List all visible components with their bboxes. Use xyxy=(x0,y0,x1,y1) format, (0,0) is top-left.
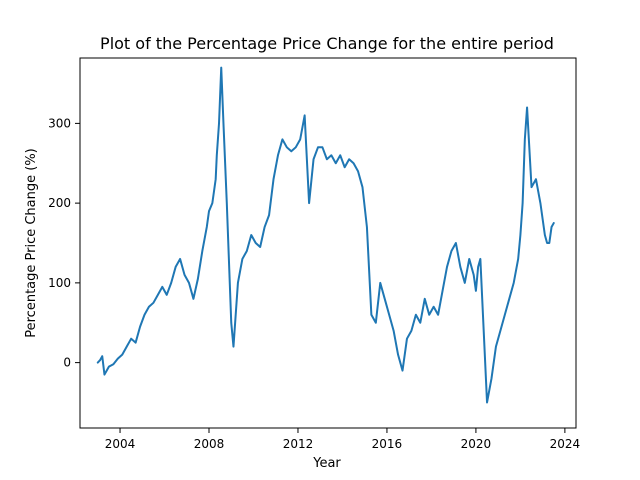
x-axis-ticks: 2004 2008 2012 2016 2020 2024 xyxy=(105,428,580,451)
y-tick-label: 100 xyxy=(48,276,71,290)
series-layer xyxy=(96,66,555,404)
y-tick-label: 0 xyxy=(63,356,71,370)
x-tick-label: 2016 xyxy=(372,437,403,451)
y-axis-label: Percentage Price Change (%) xyxy=(24,148,39,338)
x-tick-label: 2024 xyxy=(550,437,581,451)
y-tick-label: 300 xyxy=(48,116,71,130)
x-tick-label: 2004 xyxy=(105,437,136,451)
plot-frame xyxy=(79,57,577,429)
plot-area xyxy=(79,57,577,429)
series-line xyxy=(96,66,555,404)
x-tick-label: 2008 xyxy=(194,437,225,451)
y-tick-label: 200 xyxy=(48,196,71,210)
x-axis-label: Year xyxy=(312,456,341,471)
chart-title: Plot of the Percentage Price Change for … xyxy=(100,34,554,53)
y-axis-ticks: 0 100 200 300 xyxy=(48,116,80,370)
x-tick-label: 2020 xyxy=(461,437,492,451)
x-tick-label: 2012 xyxy=(283,437,314,451)
